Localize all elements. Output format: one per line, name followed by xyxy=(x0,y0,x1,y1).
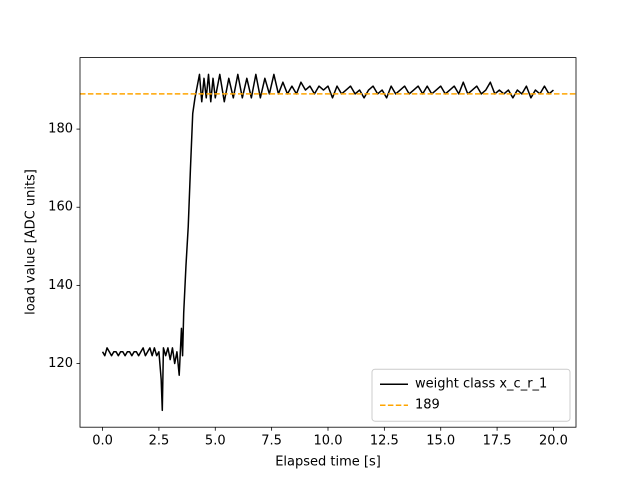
legend-label: weight class x_c_r_1 xyxy=(415,377,547,392)
legend-label: 189 xyxy=(415,398,440,413)
x-tick-label: 20.0 xyxy=(539,434,568,449)
x-tick-label: 12.5 xyxy=(370,434,399,449)
y-axis-label: load value [ADC units] xyxy=(24,169,39,315)
y-tick-label: 120 xyxy=(48,356,73,371)
y-tick-label: 160 xyxy=(48,200,73,215)
legend-box xyxy=(371,368,571,422)
x-tick-label: 5.0 xyxy=(205,434,226,449)
x-tick-label: 15.0 xyxy=(426,434,455,449)
x-tick-label: 7.5 xyxy=(261,434,282,449)
x-tick-label: 17.5 xyxy=(483,434,512,449)
x-tick-label: 0.0 xyxy=(92,434,113,449)
y-tick-label: 180 xyxy=(48,122,73,137)
data-line xyxy=(101,73,554,412)
plot-frame xyxy=(79,57,577,428)
x-tick-label: 10.0 xyxy=(314,434,343,449)
y-tick-label: 140 xyxy=(48,278,73,293)
x-axis-label: Elapsed time [s] xyxy=(275,455,381,470)
x-tick-label: 2.5 xyxy=(149,434,170,449)
